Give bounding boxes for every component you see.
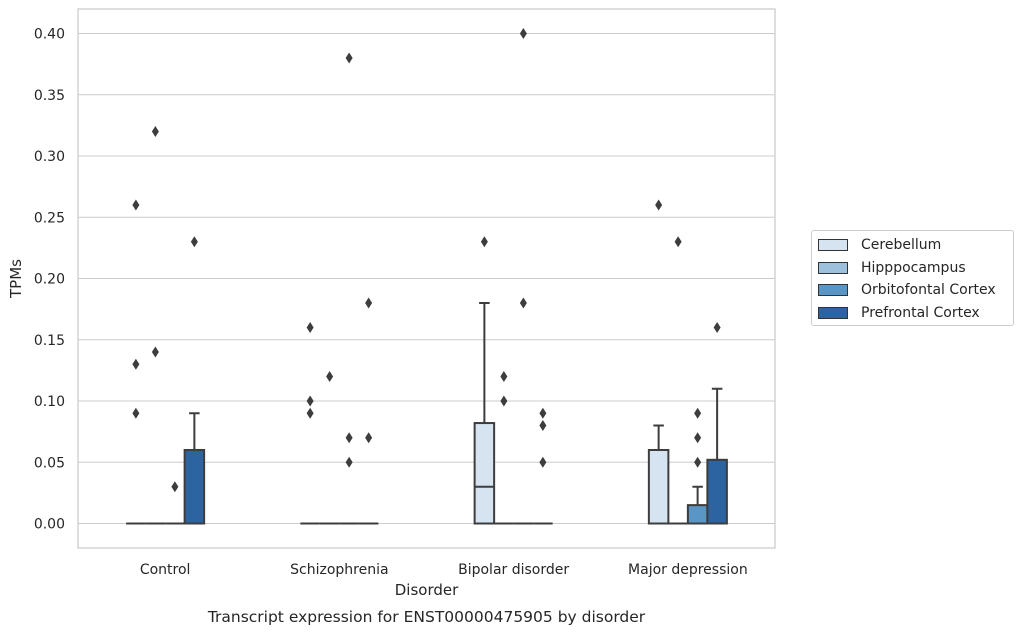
legend: Cerebellum Hipppocampus Orbitofontal Corte…	[811, 230, 1014, 326]
x-tick-label: Bipolar disorder	[458, 562, 569, 578]
y-tick-label: 0.10	[34, 394, 65, 410]
outlier-point	[306, 395, 314, 407]
outlier-point	[694, 456, 702, 468]
plot-frame	[77, 8, 776, 549]
outlier-point	[190, 236, 198, 248]
legend-item: Hipppocampus	[818, 258, 966, 278]
box	[473, 422, 496, 525]
outlier-point	[500, 371, 508, 382]
y-tick-label: 0.25	[34, 210, 65, 226]
y-tick-label: 0.35	[34, 88, 65, 104]
outlier-point	[655, 199, 663, 211]
box	[686, 504, 709, 525]
outlier-point	[519, 297, 527, 309]
outlier-point	[345, 52, 353, 64]
outlier-point	[326, 371, 334, 382]
legend-label: Prefrontal Cortex	[861, 304, 980, 321]
x-tick-label: Schizophrenia	[290, 562, 388, 578]
outlier-point	[365, 297, 373, 309]
y-tick-label: 0.30	[34, 149, 65, 165]
legend-label: Hipppocampus	[861, 259, 966, 276]
legend-item: Orbitofontal Cortex	[818, 280, 996, 300]
outlier-point	[306, 407, 314, 419]
box	[183, 449, 206, 525]
outlier-point	[713, 322, 721, 333]
outlier-point	[345, 432, 353, 444]
outlier-point	[132, 358, 140, 370]
legend-item: Prefrontal Cortex	[818, 303, 980, 323]
outlier-point	[365, 432, 373, 444]
outlier-point	[480, 236, 488, 248]
box	[647, 449, 670, 525]
outlier-point	[151, 346, 159, 358]
outlier-point	[171, 481, 179, 493]
legend-swatch	[818, 306, 848, 319]
outlier-point	[306, 322, 314, 333]
outlier-point	[539, 420, 547, 431]
legend-swatch	[818, 261, 848, 274]
outlier-point	[151, 126, 159, 137]
y-tick-label: 0.15	[34, 333, 65, 349]
legend-label: Orbitofontal Cortex	[861, 282, 996, 298]
outlier-point	[132, 199, 140, 211]
y-tick-label: 0.00	[34, 517, 65, 533]
legend-item: Cerebellum	[818, 235, 941, 255]
outlier-point	[539, 456, 547, 468]
y-tick-label: 0.20	[34, 272, 65, 288]
x-tick-label: Control	[140, 562, 191, 578]
box	[706, 458, 728, 525]
outlier-point	[674, 236, 682, 248]
outlier-point	[539, 407, 547, 419]
x-tick-label: Major depression	[628, 562, 748, 578]
outlier-point	[345, 456, 353, 468]
outlier-point	[519, 28, 527, 39]
chart-title: Transcript expression for ENST0000047590…	[207, 608, 646, 626]
y-axis-label: TPMs	[7, 259, 25, 299]
outlier-point	[500, 395, 508, 407]
outlier-point	[694, 432, 702, 444]
legend-swatch	[818, 284, 848, 296]
legend-swatch	[818, 239, 848, 251]
outlier-point	[694, 407, 702, 419]
y-tick-label: 0.40	[34, 27, 65, 43]
x-axis-label: Disorder	[395, 581, 459, 599]
outlier-point	[132, 407, 140, 419]
legend-label: Cerebellum	[861, 237, 942, 253]
y-tick-label: 0.05	[34, 455, 65, 471]
